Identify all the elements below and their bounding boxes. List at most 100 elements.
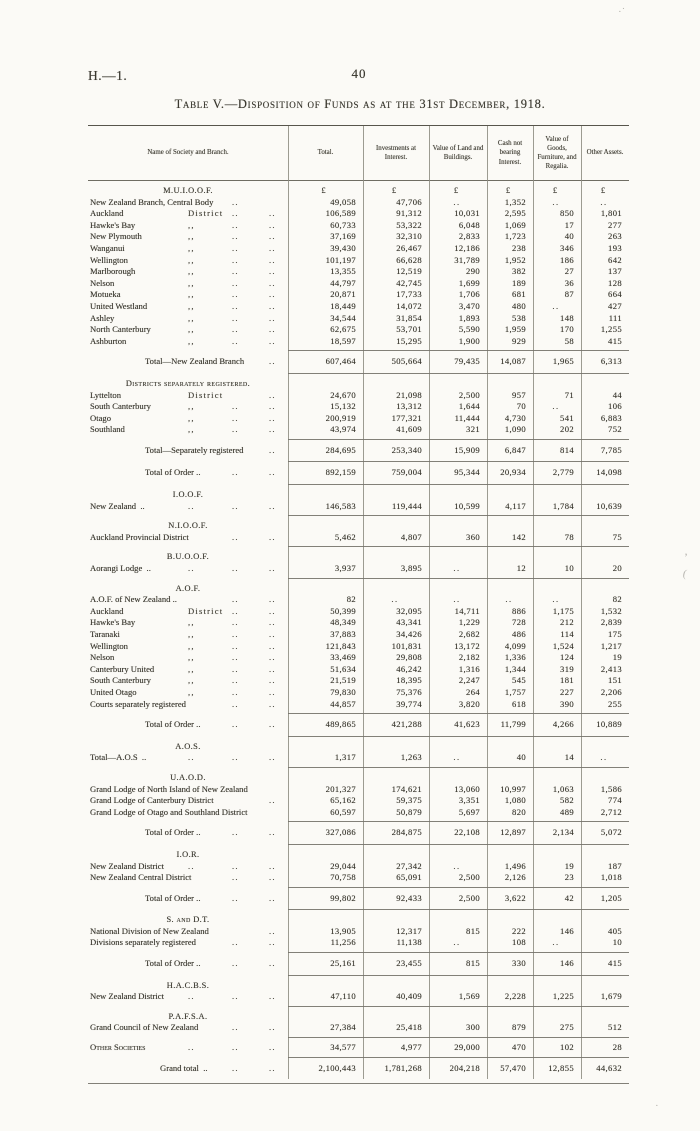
scan-speck: ’	[684, 550, 688, 564]
cell-value: ..	[600, 752, 608, 763]
ditto-mark: ,,	[188, 640, 195, 651]
row-label: Total of Order ......	[145, 719, 276, 730]
dot-leader: ..	[269, 617, 276, 628]
section-header-row: B.U.O.O.F.	[88, 551, 629, 563]
dot-leader: ..	[269, 719, 276, 730]
cell-value: 284,695	[325, 444, 356, 455]
empty-cell	[288, 520, 363, 532]
cell-value: 111	[608, 312, 622, 323]
empty-cell	[487, 1011, 533, 1023]
empty-cell	[288, 1011, 363, 1023]
cell-value: 41,609	[396, 424, 422, 435]
cell-value: 1,706	[458, 289, 480, 300]
section-header-label: H.A.C.B.S.	[166, 980, 210, 990]
row-label: United Westland,,....	[90, 300, 276, 311]
section-header-row: A.O.S.	[88, 741, 629, 753]
cell-value: 6,048	[458, 219, 480, 230]
table-row: Grand Council of New Zealand.... 27,384 25…	[88, 1022, 629, 1037]
section-rule	[288, 1056, 629, 1058]
cell-value: 51,634	[330, 663, 356, 674]
dot-leader: ..	[232, 752, 239, 763]
cell-value: 17	[564, 219, 574, 230]
ditto-mark: ,,	[188, 663, 195, 674]
cell-value: 15,909	[454, 444, 480, 455]
row-label: Canterbury United,,....	[90, 663, 276, 674]
cell-value: 108	[512, 937, 526, 948]
row-label: New Plymouth,,....	[90, 231, 276, 242]
cell-value: 4,266	[552, 719, 574, 730]
empty-cell	[533, 489, 581, 501]
cell-value: 2,500	[458, 892, 480, 903]
cell-value: 13,905	[330, 925, 356, 936]
cell-value: 70	[516, 401, 526, 412]
dot-leader: ..	[232, 208, 239, 219]
section-rule	[288, 713, 629, 715]
cell-value: 1,225	[552, 991, 574, 1002]
table-row: Wanganui,,.... 39,430 26,467 12,186 238 346 19…	[88, 243, 629, 255]
cell-value: 21,098	[396, 389, 422, 400]
cell-value: 10,639	[596, 500, 622, 511]
cell-value: 815	[466, 958, 480, 969]
cell-value: 1,316	[458, 663, 480, 674]
empty-cell	[581, 378, 629, 390]
row-label: Wanganui,,....	[90, 242, 276, 253]
cell-value: 37,169	[330, 231, 356, 242]
cell-value: 15,132	[330, 401, 356, 412]
document-reference: H.—1.	[88, 68, 128, 83]
cell-value: 2,500	[458, 389, 480, 400]
dot-leader: ..	[269, 892, 276, 903]
cell-value: 1,255	[600, 324, 622, 335]
dot-leader: ..	[188, 860, 195, 871]
empty-cell	[288, 378, 363, 390]
empty-cell	[288, 980, 363, 992]
cell-value: 1,217	[600, 640, 622, 651]
cell-value: 40,409	[396, 991, 422, 1002]
table-row: Auckland Provincial District.... 5,462 4,8…	[88, 532, 629, 547]
ditto-mark: ,,	[188, 335, 195, 346]
empty-cell	[487, 520, 533, 532]
table-row: Hawke's Bay,,.... 60,733 53,322 6,048 1,069 1…	[88, 220, 629, 232]
cell-value: 489	[560, 806, 574, 817]
empty-cell	[533, 980, 581, 992]
row-label: Nelson,,....	[90, 277, 276, 288]
dot-leader: ..	[269, 605, 276, 616]
row-label: Auckland District....	[90, 605, 276, 616]
ditto-mark: ,,	[188, 300, 195, 311]
row-label: Otago,,....	[90, 412, 276, 423]
dot-leader: ..	[232, 312, 239, 323]
cell-value: 1,069	[504, 219, 526, 230]
cell-value: 119,444	[391, 500, 422, 511]
empty-cell	[429, 980, 487, 992]
dot-leader: ..	[269, 389, 276, 400]
cell-value: 142	[512, 531, 526, 542]
cell-value: 19	[564, 860, 574, 871]
empty-cell	[429, 489, 487, 501]
cell-value: 1,018	[600, 872, 622, 883]
cell-value: 18,449	[330, 300, 356, 311]
ditto-mark: ,,	[188, 629, 195, 639]
cell-value: 3,470	[458, 300, 480, 311]
dot-leader: ..	[188, 563, 195, 574]
ditto-mark: ,,	[188, 242, 195, 253]
cell-value: 255	[608, 698, 622, 709]
table-row: Ashley,,.... 34,544 31,854 1,893 538 148 111	[88, 313, 629, 325]
cell-value: 19	[612, 652, 622, 663]
table-bottom-rule	[88, 1083, 629, 1085]
empty-cell	[533, 378, 581, 390]
cell-value: 957	[512, 389, 526, 400]
cell-value: ..	[453, 563, 461, 574]
empty-cell	[533, 772, 581, 784]
table-row: Hawke's Bay,,.... 48,349 43,341 1,229 728 212…	[88, 617, 629, 629]
ditto-mark: ,,	[188, 424, 195, 435]
table-row: North Canterbury,,.... 62,675 53,701 5,590 1…	[88, 324, 629, 336]
section-header-row: N.I.O.O.F.	[88, 520, 629, 532]
section-header-row: I.O.O.F.	[88, 489, 629, 501]
cell-value: 128	[608, 277, 622, 288]
cell-value: 12,855	[548, 1062, 574, 1073]
cell-value: 360	[466, 531, 480, 542]
empty-cell	[363, 1011, 429, 1023]
cell-value: 815	[466, 925, 480, 936]
section-rule	[288, 577, 629, 579]
cell-value: 3,937	[334, 563, 356, 574]
